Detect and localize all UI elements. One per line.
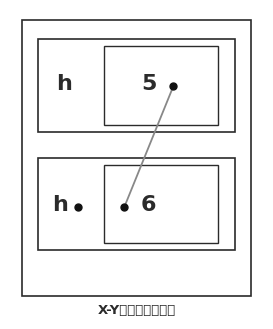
Bar [104,164,218,243]
Text: h: h [52,195,68,215]
Bar [104,46,218,125]
Text: 5: 5 [141,74,156,94]
Bar [22,20,251,296]
Text: h: h [56,74,72,94]
Bar [38,39,235,132]
Text: X-Y扭公共邻接关系: X-Y扭公共邻接关系 [97,304,176,317]
Text: 6: 6 [141,195,156,215]
Bar [38,158,235,250]
